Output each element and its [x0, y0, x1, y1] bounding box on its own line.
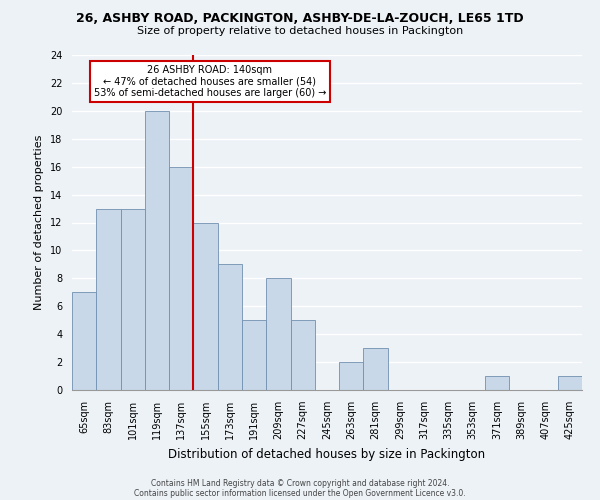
Y-axis label: Number of detached properties: Number of detached properties [34, 135, 44, 310]
Bar [558, 376, 582, 390]
Bar [485, 376, 509, 390]
Bar [169, 166, 193, 390]
Bar [364, 348, 388, 390]
Bar [72, 292, 96, 390]
Text: Size of property relative to detached houses in Packington: Size of property relative to detached ho… [137, 26, 463, 36]
Bar [266, 278, 290, 390]
Bar [96, 208, 121, 390]
Text: 26 ASHBY ROAD: 140sqm
← 47% of detached houses are smaller (54)
53% of semi-deta: 26 ASHBY ROAD: 140sqm ← 47% of detached … [94, 65, 326, 98]
Bar [121, 208, 145, 390]
Bar [339, 362, 364, 390]
Text: 26, ASHBY ROAD, PACKINGTON, ASHBY-DE-LA-ZOUCH, LE65 1TD: 26, ASHBY ROAD, PACKINGTON, ASHBY-DE-LA-… [76, 12, 524, 26]
Bar [145, 111, 169, 390]
Bar [218, 264, 242, 390]
Text: Contains public sector information licensed under the Open Government Licence v3: Contains public sector information licen… [134, 488, 466, 498]
Text: Contains HM Land Registry data © Crown copyright and database right 2024.: Contains HM Land Registry data © Crown c… [151, 478, 449, 488]
Bar [290, 320, 315, 390]
Bar [193, 222, 218, 390]
X-axis label: Distribution of detached houses by size in Packington: Distribution of detached houses by size … [169, 448, 485, 460]
Bar [242, 320, 266, 390]
